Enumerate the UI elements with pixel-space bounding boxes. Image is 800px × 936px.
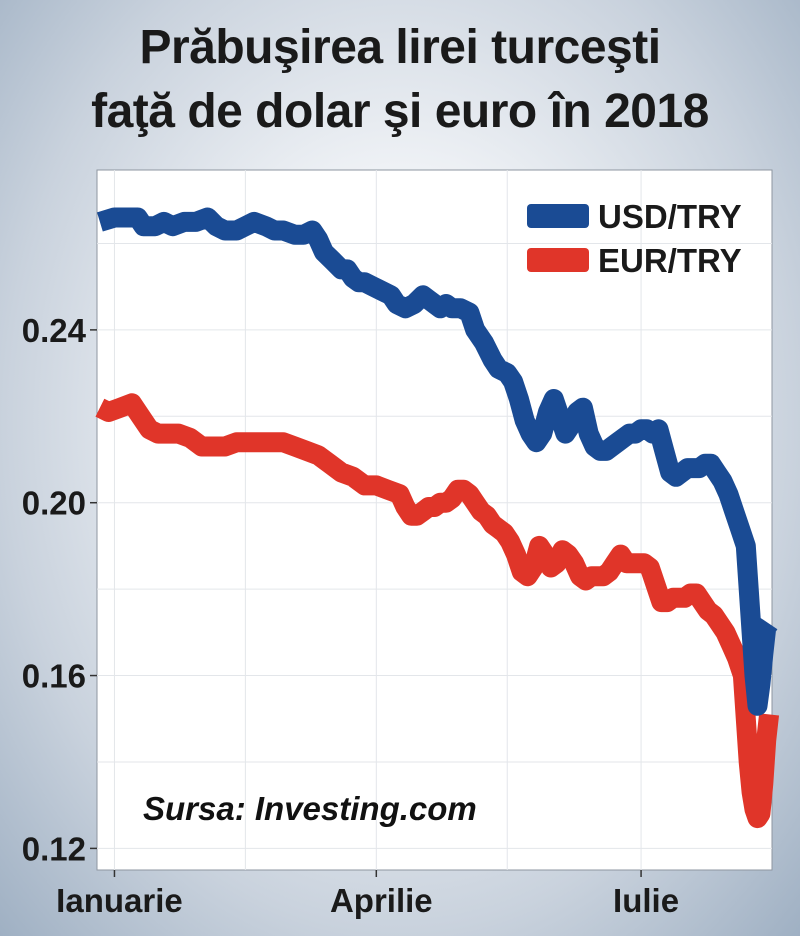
x-tick-label: Ianuarie xyxy=(56,882,183,919)
source-annotation: Sursa: Investing.com xyxy=(143,790,477,827)
series-layer xyxy=(95,207,780,829)
chart-title-line1: Prăbuşirea lirei turceşti xyxy=(139,21,661,74)
legend-swatch xyxy=(527,204,589,228)
y-tick-label: 0.12 xyxy=(22,830,86,867)
legend-swatch xyxy=(527,248,589,272)
legend-label: USD/TRY xyxy=(598,198,742,235)
chart-title-line2: faţă de dolar şi euro în 2018 xyxy=(91,85,709,138)
series-line-eur-try xyxy=(95,393,780,829)
axes: 0.24 0.20 0.16 0.12 Ianuarie Aprilie Iulie xyxy=(22,312,679,919)
legend: USD/TRY EUR/TRY xyxy=(527,198,742,279)
x-tick-label: Aprilie xyxy=(330,882,433,919)
grid-lines xyxy=(97,170,772,870)
x-tick-label: Iulie xyxy=(613,882,679,919)
y-tick-label: 0.24 xyxy=(22,312,87,349)
legend-label: EUR/TRY xyxy=(598,242,742,279)
y-tick-label: 0.20 xyxy=(22,485,86,522)
plot-area xyxy=(96,169,773,871)
series-line-usd-try xyxy=(97,207,778,716)
y-tick-label: 0.16 xyxy=(22,658,86,695)
